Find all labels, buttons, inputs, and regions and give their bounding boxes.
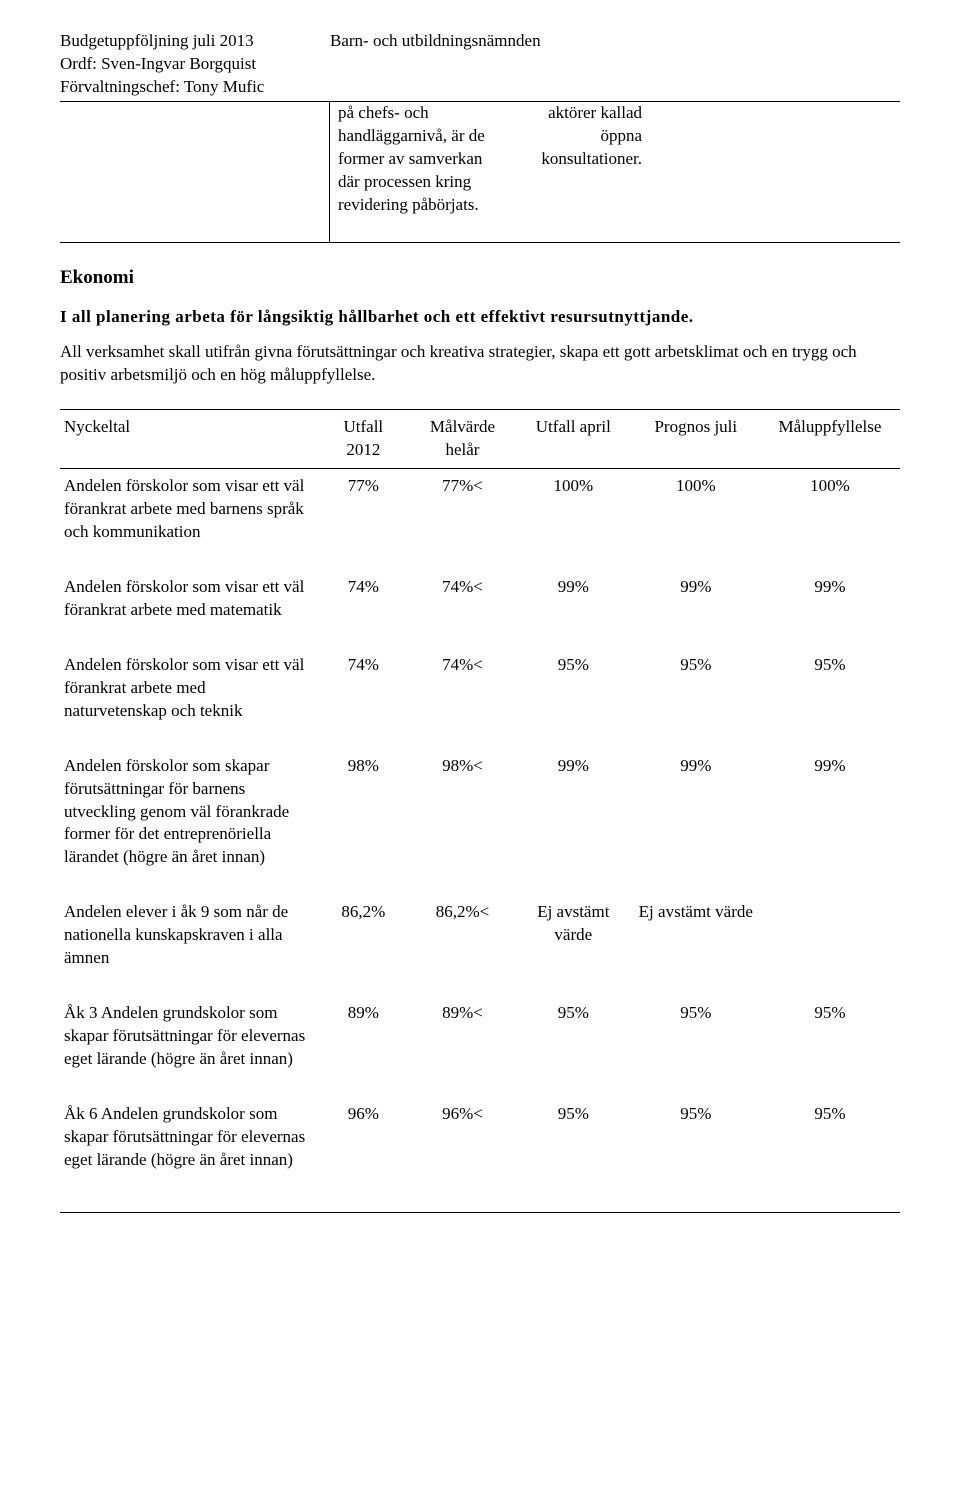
intro-col-right: aktörer kallad öppna konsultationer. bbox=[500, 102, 650, 242]
kpi-prognos: Ej avstämt värde bbox=[632, 895, 760, 996]
kpi-utfall2012: 89% bbox=[317, 996, 410, 1097]
intro-columns: på chefs- och handläggarnivå, är de form… bbox=[60, 101, 900, 243]
col-header-prognos: Prognos juli bbox=[632, 410, 760, 469]
table-row: Andelen förskolor som visar ett väl föra… bbox=[60, 648, 900, 749]
kpi-maluppf: 95% bbox=[760, 996, 900, 1097]
kpi-utfallapril: 99% bbox=[515, 570, 632, 648]
kpi-maluppf: 95% bbox=[760, 648, 900, 749]
kpi-maluppf: 95% bbox=[760, 1097, 900, 1212]
kpi-utfall2012: 86,2% bbox=[317, 895, 410, 996]
document-header: Budgetuppföljning juli 2013 Ordf: Sven-I… bbox=[60, 30, 900, 99]
header-left: Budgetuppföljning juli 2013 Ordf: Sven-I… bbox=[60, 30, 330, 99]
header-title-line3: Förvaltningschef: Tony Mufic bbox=[60, 76, 330, 99]
kpi-table: Nyckeltal Utfall 2012 Målvärde helår Utf… bbox=[60, 409, 900, 1213]
kpi-malvarde: 86,2%< bbox=[410, 895, 515, 996]
kpi-label: Andelen elever i åk 9 som når de natione… bbox=[60, 895, 317, 996]
section-body: All verksamhet skall utifrån givna förut… bbox=[60, 341, 900, 387]
kpi-label: Åk 6 Andelen grundskolor som skapar föru… bbox=[60, 1097, 317, 1212]
header-right: Barn- och utbildningsnämnden bbox=[330, 30, 900, 99]
kpi-utfall2012: 74% bbox=[317, 648, 410, 749]
kpi-utfall2012: 74% bbox=[317, 570, 410, 648]
header-title-line2: Ordf: Sven-Ingvar Borgquist bbox=[60, 53, 330, 76]
kpi-utfallapril: 95% bbox=[515, 1097, 632, 1212]
kpi-maluppf: 100% bbox=[760, 469, 900, 570]
section-title: Ekonomi bbox=[60, 265, 900, 291]
kpi-malvarde: 77%< bbox=[410, 469, 515, 570]
kpi-utfallapril: 99% bbox=[515, 749, 632, 896]
col-header-utfallapril: Utfall april bbox=[515, 410, 632, 469]
kpi-label: Åk 3 Andelen grundskolor som skapar föru… bbox=[60, 996, 317, 1097]
table-row: Åk 6 Andelen grundskolor som skapar föru… bbox=[60, 1097, 900, 1212]
kpi-utfall2012: 77% bbox=[317, 469, 410, 570]
kpi-utfall2012: 98% bbox=[317, 749, 410, 896]
kpi-malvarde: 98%< bbox=[410, 749, 515, 896]
header-title-line1: Budgetuppföljning juli 2013 bbox=[60, 30, 330, 53]
kpi-malvarde: 96%< bbox=[410, 1097, 515, 1212]
kpi-prognos: 95% bbox=[632, 1097, 760, 1212]
kpi-label: Andelen förskolor som visar ett väl föra… bbox=[60, 570, 317, 648]
kpi-prognos: 95% bbox=[632, 648, 760, 749]
col-header-maluppfyllelse: Måluppfyllelse bbox=[760, 410, 900, 469]
col-header-nyckeltal: Nyckeltal bbox=[60, 410, 317, 469]
table-row: Åk 3 Andelen grundskolor som skapar föru… bbox=[60, 996, 900, 1097]
kpi-utfall2012: 96% bbox=[317, 1097, 410, 1212]
kpi-utfallapril: 95% bbox=[515, 996, 632, 1097]
table-row: Andelen förskolor som visar ett väl föra… bbox=[60, 570, 900, 648]
kpi-maluppf: 99% bbox=[760, 749, 900, 896]
kpi-header-row: Nyckeltal Utfall 2012 Målvärde helår Utf… bbox=[60, 410, 900, 469]
kpi-prognos: 95% bbox=[632, 996, 760, 1097]
kpi-utfallapril: Ej avstämt värde bbox=[515, 895, 632, 996]
kpi-utfallapril: 100% bbox=[515, 469, 632, 570]
table-row: Andelen förskolor som visar ett väl föra… bbox=[60, 469, 900, 570]
kpi-maluppf bbox=[760, 895, 900, 996]
table-row: Andelen förskolor som skapar förutsättni… bbox=[60, 749, 900, 896]
col-header-utfall2012: Utfall 2012 bbox=[317, 410, 410, 469]
intro-col-mid: på chefs- och handläggarnivå, är de form… bbox=[330, 102, 500, 242]
kpi-prognos: 99% bbox=[632, 570, 760, 648]
header-right-title: Barn- och utbildningsnämnden bbox=[330, 30, 900, 53]
kpi-prognos: 100% bbox=[632, 469, 760, 570]
kpi-prognos: 99% bbox=[632, 749, 760, 896]
kpi-maluppf: 99% bbox=[760, 570, 900, 648]
kpi-malvarde: 74%< bbox=[410, 570, 515, 648]
section-subheading: I all planering arbeta för långsiktig hå… bbox=[60, 306, 900, 329]
kpi-label: Andelen förskolor som visar ett väl föra… bbox=[60, 469, 317, 570]
kpi-label: Andelen förskolor som visar ett väl föra… bbox=[60, 648, 317, 749]
table-row: Andelen elever i åk 9 som når de natione… bbox=[60, 895, 900, 996]
kpi-table-body: Andelen förskolor som visar ett väl föra… bbox=[60, 469, 900, 1213]
kpi-malvarde: 74%< bbox=[410, 648, 515, 749]
intro-spacer bbox=[60, 102, 330, 242]
kpi-utfallapril: 95% bbox=[515, 648, 632, 749]
kpi-label: Andelen förskolor som skapar förutsättni… bbox=[60, 749, 317, 896]
col-header-malvarde: Målvärde helår bbox=[410, 410, 515, 469]
kpi-malvarde: 89%< bbox=[410, 996, 515, 1097]
